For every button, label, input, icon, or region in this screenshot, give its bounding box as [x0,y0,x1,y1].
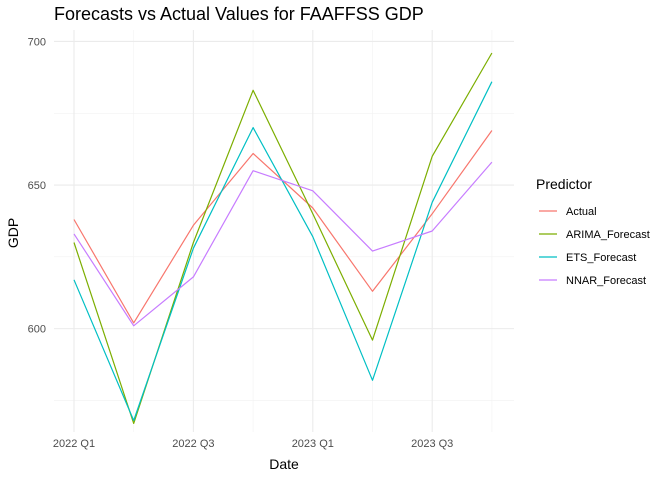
legend-item: NNAR_Forecast [539,275,646,287]
y-tick-label: 650 [28,180,46,192]
legend-item: ETS_Forecast [539,252,636,264]
legend-item: Actual [539,206,597,218]
y-tick-label: 700 [28,36,46,48]
x-tick-label: 2023 Q3 [411,438,453,450]
y-axis-ticks: 600 650 700 [28,36,46,335]
series-line-arima-forecast [73,52,493,424]
grid [54,30,514,432]
series-line-ets-forecast [73,81,493,422]
series-line-actual [73,130,493,324]
series-line-nnar-forecast [73,161,493,327]
x-axis-label: Date [269,456,299,472]
legend-item: ARIMA_Forecast [539,229,650,241]
legend: Actual ARIMA_Forecast ETS_Forecast NNAR_For… [539,206,650,287]
x-axis-ticks: 2022 Q1 2022 Q3 2023 Q1 2023 Q3 [53,438,453,450]
chart-title: Forecasts vs Actual Values for FAAFFSS G… [54,4,424,24]
y-tick-label: 600 [28,324,46,336]
legend-title: Predictor [536,176,592,192]
x-tick-label: 2022 Q1 [53,438,95,450]
y-axis-label: GDP [5,218,21,248]
legend-label: Actual [566,206,597,218]
legend-label: ARIMA_Forecast [566,229,650,241]
x-tick-label: 2023 Q1 [292,438,334,450]
x-tick-label: 2022 Q3 [172,438,214,450]
series-lines [73,52,493,424]
legend-label: NNAR_Forecast [566,275,646,287]
legend-label: ETS_Forecast [566,252,636,264]
